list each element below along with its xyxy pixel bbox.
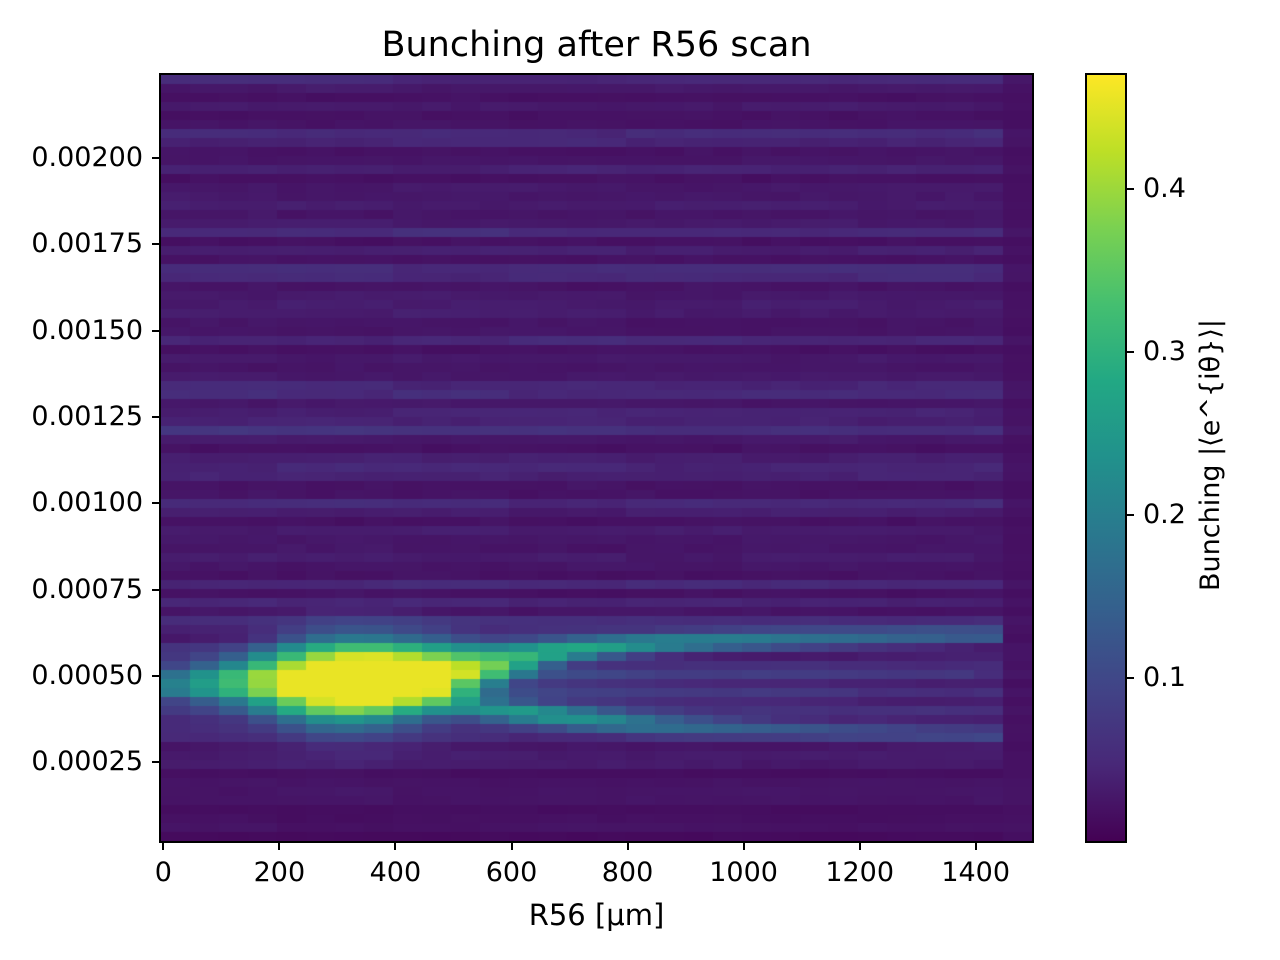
- colorbar-tick-mark: [1127, 677, 1134, 679]
- x-tick-mark: [278, 843, 281, 850]
- y-tick-label: 0.00175: [31, 228, 143, 260]
- y-tick-mark: [152, 761, 159, 764]
- colorbar-tick-mark: [1127, 188, 1134, 191]
- y-tick-label: 0.00150: [31, 314, 143, 346]
- y-tick-mark: [152, 674, 159, 677]
- y-tick-mark: [152, 588, 159, 591]
- x-tick-label: 1400: [941, 857, 1011, 888]
- x-axis-label: R56 [μm]: [528, 898, 665, 932]
- colorbar-tick-mark: [1127, 351, 1134, 354]
- x-tick-mark: [510, 843, 513, 850]
- colorbar-label: Bunching |⟨e^{iθ}⟩|: [1195, 319, 1226, 591]
- x-tick-mark: [626, 843, 629, 850]
- y-tick-label: 0.00075: [31, 573, 143, 605]
- chart-title: Bunching after R56 scan: [381, 25, 812, 65]
- y-tick-mark: [152, 243, 159, 246]
- x-tick-label: 1200: [825, 857, 895, 888]
- x-tick-label: 800: [601, 857, 654, 888]
- colorbar-tick-label: 0.1: [1143, 662, 1186, 693]
- colorbar-tick-mark: [1127, 514, 1134, 516]
- y-tick-mark: [152, 157, 159, 159]
- x-tick-label: 200: [253, 857, 306, 888]
- y-tick-label: 0.00125: [31, 400, 143, 432]
- x-tick-mark: [974, 843, 977, 850]
- colorbar-tick-label: 0.4: [1143, 173, 1186, 205]
- x-tick-label: 0: [154, 857, 172, 888]
- y-tick-label: 0.00200: [31, 142, 143, 173]
- y-tick-label: 0.00100: [31, 487, 143, 519]
- x-tick-label: 600: [485, 857, 538, 888]
- y-tick-label: 0.00025: [31, 746, 143, 778]
- y-tick-mark: [152, 502, 159, 505]
- x-tick-mark: [858, 843, 861, 850]
- y-tick-label: 0.00050: [31, 659, 143, 691]
- x-tick-label: 400: [369, 857, 422, 888]
- x-tick-mark: [742, 843, 745, 850]
- x-tick-mark: [394, 843, 397, 850]
- y-tick-mark: [152, 329, 159, 332]
- heatmap-axes: [159, 73, 1034, 843]
- x-tick-mark: [162, 843, 165, 850]
- y-tick-mark: [152, 415, 159, 418]
- colorbar-tick-label: 0.2: [1143, 499, 1186, 530]
- colorbar: [1085, 73, 1127, 843]
- x-tick-label: 1000: [709, 857, 778, 888]
- colorbar-tick-label: 0.3: [1143, 336, 1186, 368]
- heatmap-mesh: [161, 75, 1032, 841]
